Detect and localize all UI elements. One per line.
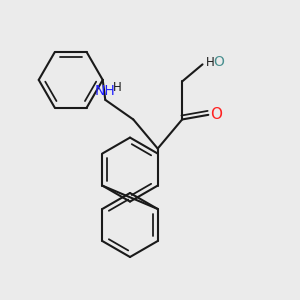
Text: H: H: [113, 81, 122, 94]
Text: O: O: [214, 56, 224, 69]
Text: NH: NH: [95, 84, 116, 98]
Text: O: O: [210, 107, 222, 122]
Text: H: H: [206, 56, 214, 69]
